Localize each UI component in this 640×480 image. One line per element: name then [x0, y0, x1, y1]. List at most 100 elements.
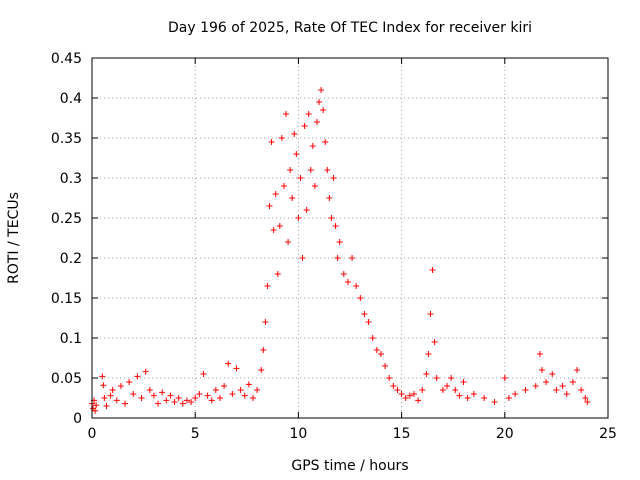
data-point: [324, 167, 331, 173]
data-point: [584, 399, 591, 405]
data-point: [221, 383, 228, 389]
x-tick-label: 10: [289, 426, 307, 442]
data-point: [582, 395, 589, 401]
data-point: [109, 387, 116, 393]
data-point: [481, 395, 488, 401]
data-point: [305, 111, 312, 117]
data-point: [369, 335, 376, 341]
data-point: [192, 395, 199, 401]
data-point: [433, 375, 440, 381]
data-point: [344, 279, 351, 285]
y-tick-label: 0.15: [51, 291, 82, 307]
data-point: [99, 373, 106, 380]
data-point: [208, 397, 215, 404]
x-tick-label: 5: [191, 426, 200, 442]
data-point: [293, 151, 300, 157]
data-point: [543, 379, 550, 385]
data-point: [200, 371, 207, 377]
data-point: [268, 139, 275, 145]
data-point: [142, 368, 149, 375]
data-point: [309, 143, 316, 149]
data-point: [262, 319, 269, 325]
data-point: [559, 383, 566, 389]
data-point: [233, 365, 240, 372]
data-point: [390, 383, 397, 389]
data-point: [258, 367, 265, 373]
data-point: [225, 360, 232, 367]
data-point: [274, 271, 281, 277]
data-point: [159, 389, 166, 396]
data-point: [179, 400, 186, 407]
data-point: [280, 183, 287, 189]
y-tick-label: 0.35: [51, 131, 82, 147]
data-point: [107, 392, 114, 399]
data-point: [126, 379, 133, 385]
data-point: [241, 392, 248, 399]
y-tick-label: 0: [73, 411, 82, 427]
data-point: [357, 295, 364, 301]
data-point: [326, 195, 333, 201]
data-point: [138, 395, 145, 401]
x-tick-label: 25: [599, 426, 617, 442]
data-point: [406, 392, 413, 399]
data-point: [431, 339, 438, 345]
data-point: [146, 387, 153, 393]
data-point: [283, 111, 290, 117]
data-point: [254, 387, 261, 393]
data-point: [117, 383, 124, 389]
data-point: [272, 191, 279, 197]
data-point: [237, 387, 244, 393]
data-point: [155, 400, 162, 407]
data-point: [549, 371, 556, 377]
data-point: [113, 397, 120, 404]
data-point: [101, 395, 108, 401]
data-point: [415, 397, 422, 404]
data-point: [270, 227, 277, 233]
data-point: [377, 351, 384, 357]
data-point: [330, 175, 337, 181]
data-point: [532, 383, 539, 389]
data-point: [505, 395, 512, 401]
y-axis-ticks: 0 0.05 0.1 0.15 0.2 0.25 0.3 0.35 0.4 0.45: [51, 51, 608, 427]
data-point: [276, 223, 283, 229]
data-point: [245, 381, 252, 388]
data-point: [427, 311, 434, 317]
data-point: [303, 207, 310, 213]
data-point: [429, 267, 436, 273]
data-point: [444, 383, 451, 389]
data-point: [464, 395, 471, 401]
data-point: [171, 399, 178, 405]
data-point: [297, 175, 304, 181]
data-point: [574, 367, 581, 373]
data-point: [196, 391, 203, 397]
data-point: [93, 402, 100, 409]
data-point: [522, 387, 529, 393]
data-point: [307, 167, 314, 173]
data-point: [386, 375, 393, 381]
plot-frame: [91, 57, 609, 419]
data-point: [278, 135, 285, 141]
data-point: [100, 382, 107, 389]
data-point: [318, 87, 325, 93]
x-tick-label: 15: [393, 426, 411, 442]
data-point: [336, 239, 343, 245]
data-point: [456, 392, 463, 399]
data-point: [501, 375, 508, 381]
data-point: [163, 397, 170, 404]
x-tick-label: 0: [88, 426, 97, 442]
data-point: [264, 283, 271, 289]
data-point: [439, 387, 446, 393]
y-tick-label: 0.2: [60, 251, 82, 267]
data-point: [569, 379, 576, 385]
data-point: [204, 392, 211, 399]
y-tick-label: 0.25: [51, 211, 82, 227]
x-axis-ticks: 0 5 10 15 20 25: [88, 58, 617, 442]
data-point: [287, 167, 294, 173]
y-axis-label: ROTI / TECUs: [6, 192, 22, 284]
data-point: [382, 363, 389, 369]
y-tick-label: 0.05: [51, 371, 82, 387]
data-point: [470, 391, 477, 397]
data-point: [328, 215, 335, 221]
data-point: [419, 387, 426, 393]
data-point: [291, 131, 298, 137]
